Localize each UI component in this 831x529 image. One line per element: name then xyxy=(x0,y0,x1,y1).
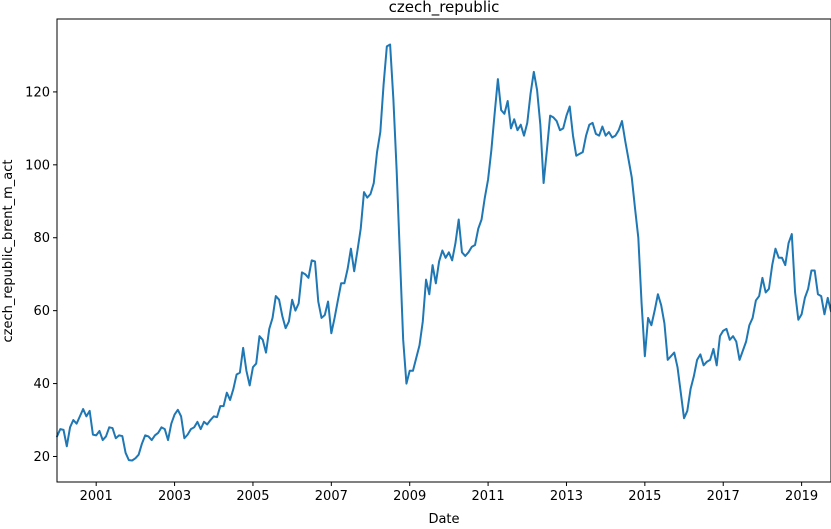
x-axis-label: Date xyxy=(428,512,459,525)
x-tick-label: 2017 xyxy=(707,489,740,504)
x-tick-label: 2001 xyxy=(80,489,113,504)
y-axis-ticks: 20 40 60 80 100 120 xyxy=(25,85,57,465)
x-tick-label: 2015 xyxy=(628,489,661,504)
x-tick-label: 2009 xyxy=(393,489,426,504)
plot-frame xyxy=(56,18,831,483)
y-tick-label: 120 xyxy=(25,85,50,100)
y-tick-label: 80 xyxy=(33,231,50,246)
y-tick-label: 20 xyxy=(33,450,50,465)
x-tick-label: 2007 xyxy=(315,489,348,504)
series-line xyxy=(56,43,831,462)
x-tick-label: 2005 xyxy=(236,489,269,504)
y-tick-label: 100 xyxy=(25,158,50,173)
y-axis-label: czech_republic_brent_m_act xyxy=(1,159,16,342)
chart-title: czech_republic xyxy=(389,0,500,17)
x-tick-label: 2011 xyxy=(472,489,505,504)
y-tick-label: 40 xyxy=(33,377,50,392)
x-tick-label: 2019 xyxy=(785,489,818,504)
x-tick-label: 2013 xyxy=(550,489,583,504)
y-tick-label: 60 xyxy=(33,304,50,319)
x-tick-label: 2003 xyxy=(158,489,191,504)
x-axis-ticks: 2001 2003 2005 2007 2009 2011 2013 2015 2017 2019 xyxy=(80,482,818,504)
